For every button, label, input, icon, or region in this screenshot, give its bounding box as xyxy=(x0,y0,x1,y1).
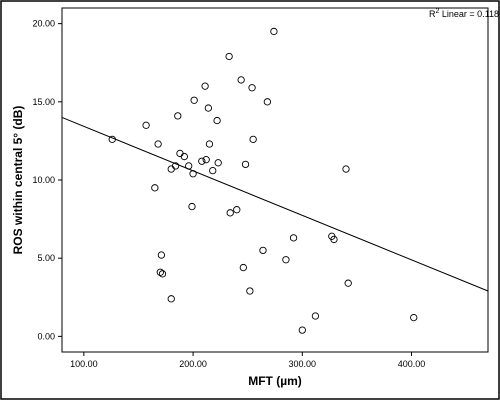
y-tick-label: 10.00 xyxy=(32,175,55,185)
data-point xyxy=(209,166,217,175)
fit-line-layer xyxy=(61,116,489,292)
y-tick-label: 15.00 xyxy=(32,97,55,107)
y-tick-label: 20.00 xyxy=(32,19,55,29)
data-point xyxy=(198,157,206,165)
data-point xyxy=(185,162,193,170)
y-axis-label: ROS within central 5° (dB) xyxy=(11,106,25,255)
data-point xyxy=(171,162,180,170)
data-point xyxy=(289,234,298,242)
x-tick-label: 400.00 xyxy=(398,359,426,369)
data-point xyxy=(174,112,182,120)
data-point xyxy=(154,140,162,148)
data-point xyxy=(330,235,338,244)
x-tick-label: 300.00 xyxy=(289,359,317,369)
data-point xyxy=(213,116,221,125)
data-point xyxy=(156,268,164,276)
r-squared-value: Linear = 0.118 xyxy=(439,9,499,19)
data-point xyxy=(342,165,350,173)
data-point xyxy=(248,84,256,92)
data-point xyxy=(226,209,234,217)
data-point xyxy=(157,251,166,259)
data-point xyxy=(282,256,290,264)
data-point xyxy=(311,312,320,320)
data-point xyxy=(237,76,245,84)
data-point xyxy=(189,170,197,178)
data-point xyxy=(233,206,241,214)
r-squared-superscript: 2 xyxy=(436,8,440,15)
data-point xyxy=(239,263,247,272)
data-point xyxy=(298,326,306,334)
data-point xyxy=(204,104,213,112)
r-squared-annotation: R2 Linear = 0.118 xyxy=(429,8,499,19)
data-point xyxy=(188,202,196,211)
y-tick-label: 0.00 xyxy=(37,331,55,341)
data-point xyxy=(246,287,254,295)
data-point xyxy=(344,279,352,287)
data-point xyxy=(201,82,209,90)
data-point xyxy=(142,121,150,129)
y-tick-label: 5.00 xyxy=(37,253,55,263)
x-tick-label: 100.00 xyxy=(70,359,98,369)
r-squared-prefix: R xyxy=(429,9,436,19)
data-point xyxy=(225,52,233,61)
data-point xyxy=(190,96,198,104)
data-point xyxy=(270,27,278,36)
data-point xyxy=(180,152,188,161)
data-point xyxy=(167,295,175,303)
data-point xyxy=(158,270,167,278)
axis-ticks: 100.00 200.00 300.00 400.00 0.00 5.00 10.00 15.… xyxy=(32,19,425,369)
data-point xyxy=(214,159,222,167)
data-point xyxy=(249,135,257,143)
x-tick-label: 200.00 xyxy=(179,359,207,369)
data-point xyxy=(151,184,159,192)
data-point xyxy=(263,98,272,106)
data-point xyxy=(241,160,250,169)
linear-fit-line xyxy=(61,116,489,292)
data-point xyxy=(259,246,267,255)
data-point xyxy=(202,156,210,164)
data-point xyxy=(410,313,418,322)
data-point xyxy=(108,135,116,143)
data-points xyxy=(108,27,418,334)
x-axis-label: MFT (µm) xyxy=(248,374,302,388)
data-point xyxy=(205,140,214,148)
